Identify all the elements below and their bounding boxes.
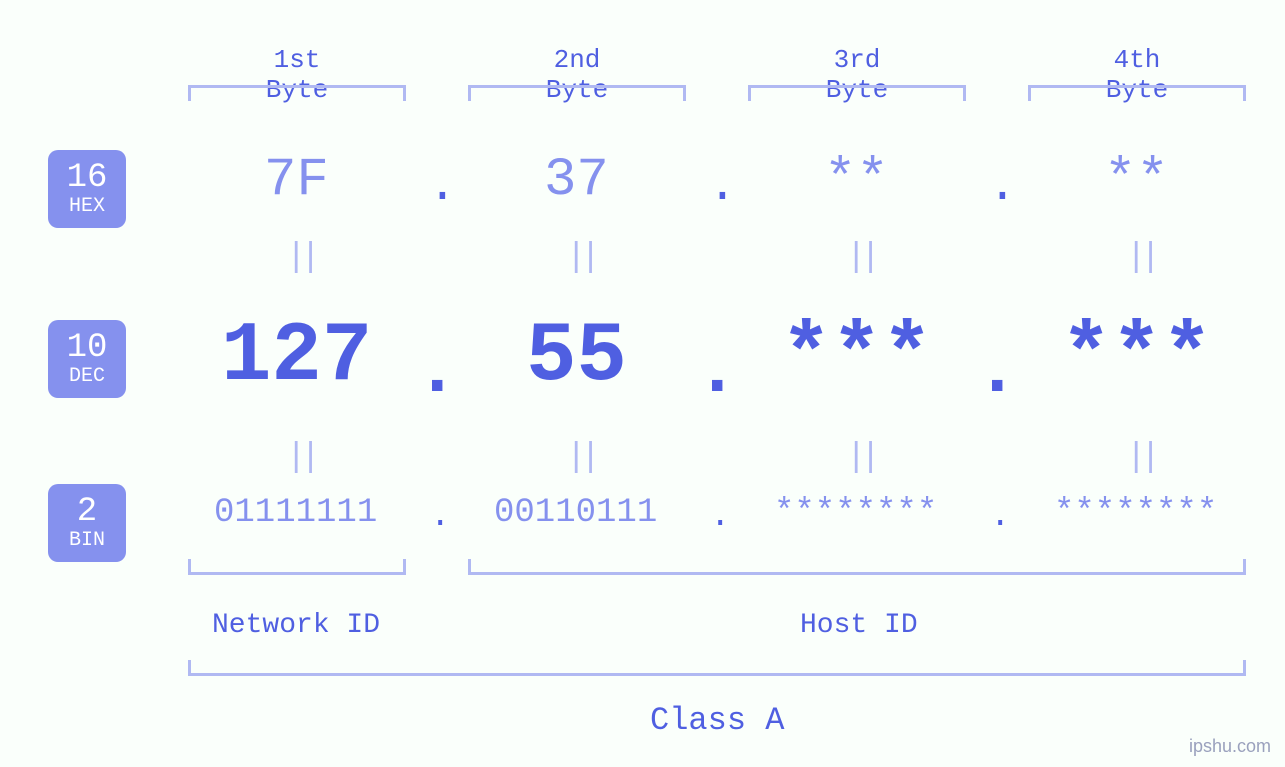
dec-byte-2: 55 [526, 310, 627, 405]
base-num-hex: 16 [67, 161, 108, 197]
class-bracket [188, 660, 1246, 676]
bin-dot-3: . [990, 498, 1010, 536]
eq-2-1: || [286, 439, 315, 477]
dec-byte-1: 127 [221, 310, 372, 405]
dec-byte-3: *** [781, 310, 932, 405]
hex-byte-2: 37 [544, 150, 609, 211]
eq-2-4: || [1126, 439, 1155, 477]
host-id-label: Host ID [800, 610, 918, 641]
bin-byte-1: 01111111 [214, 494, 377, 532]
network-bracket [188, 559, 406, 575]
hex-byte-4: ** [1104, 150, 1169, 211]
ip-diagram: 1st Byte 2nd Byte 3rd Byte 4th Byte 16 H… [0, 0, 1285, 767]
base-badge-dec: 10 DEC [48, 320, 126, 398]
top-bracket-4 [1028, 85, 1246, 101]
eq-1-4: || [1126, 239, 1155, 277]
base-badge-hex: 16 HEX [48, 150, 126, 228]
bin-byte-4: ******** [1054, 494, 1217, 532]
dec-dot-1: . [415, 330, 459, 414]
top-bracket-3 [748, 85, 966, 101]
base-lab-hex: HEX [69, 196, 105, 217]
dec-dot-3: . [975, 330, 1019, 414]
network-id-label: Network ID [212, 610, 380, 641]
hex-dot-3: . [988, 160, 1017, 214]
bin-dot-1: . [430, 498, 450, 536]
eq-2-3: || [846, 439, 875, 477]
hex-byte-1: 7F [264, 150, 329, 211]
bin-dot-2: . [710, 498, 730, 536]
hex-dot-1: . [428, 160, 457, 214]
eq-2-2: || [566, 439, 595, 477]
base-num-dec: 10 [67, 331, 108, 367]
watermark: ipshu.com [1189, 736, 1271, 757]
top-bracket-2 [468, 85, 686, 101]
host-bracket [468, 559, 1246, 575]
top-bracket-1 [188, 85, 406, 101]
dec-dot-2: . [695, 330, 739, 414]
bin-byte-2: 00110111 [494, 494, 657, 532]
eq-1-2: || [566, 239, 595, 277]
base-lab-bin: BIN [69, 530, 105, 551]
hex-dot-2: . [708, 160, 737, 214]
hex-byte-3: ** [824, 150, 889, 211]
eq-1-1: || [286, 239, 315, 277]
base-badge-bin: 2 BIN [48, 484, 126, 562]
eq-1-3: || [846, 239, 875, 277]
dec-byte-4: *** [1061, 310, 1212, 405]
bin-byte-3: ******** [774, 494, 937, 532]
base-lab-dec: DEC [69, 366, 105, 387]
class-label: Class A [650, 702, 784, 739]
base-num-bin: 2 [77, 495, 97, 531]
